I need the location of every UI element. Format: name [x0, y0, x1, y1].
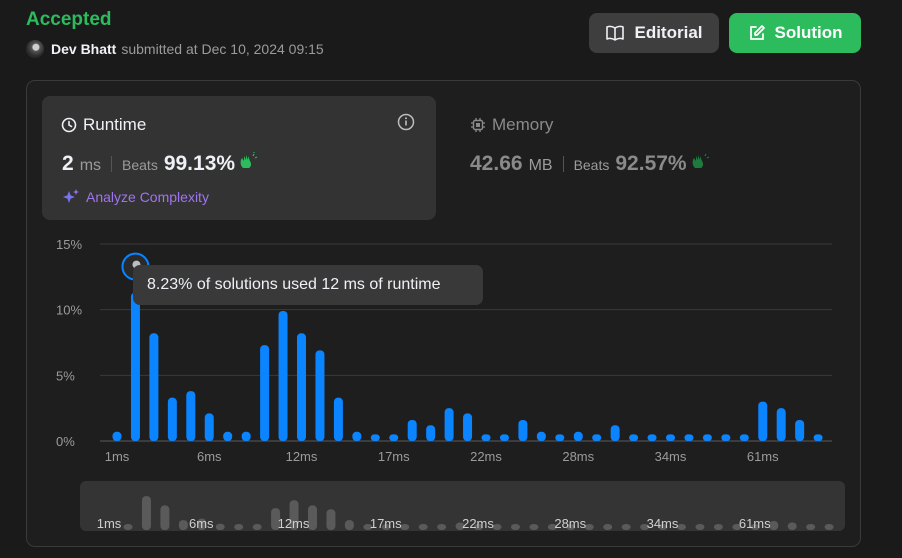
overview-tick-label: 6ms	[189, 516, 214, 531]
overview-bar	[474, 523, 484, 530]
overview-bar	[381, 524, 391, 530]
overview-bar	[141, 496, 151, 530]
memory-title[interactable]: Memory	[470, 115, 553, 135]
clock-icon	[61, 117, 77, 133]
runtime-beats-label: Beats	[122, 157, 158, 173]
chart-overview-scrollbar[interactable]: 1ms 6ms 12ms 17ms 22ms 28ms 34ms 61ms	[80, 481, 845, 531]
overview-bar	[234, 524, 244, 530]
memory-metric: 42.66 MB Beats 92.57%	[470, 152, 710, 176]
overview-tick-label: 22ms	[462, 516, 494, 531]
overview-bar	[529, 524, 539, 530]
book-icon	[606, 25, 625, 41]
overview-bar	[252, 524, 262, 530]
overview-bar	[197, 518, 207, 530]
overview-tick-label: 12ms	[278, 516, 310, 531]
overview-bar	[640, 524, 650, 530]
overview-bar	[806, 524, 816, 530]
edit-icon	[749, 25, 765, 40]
submission-status: Accepted	[26, 9, 112, 30]
memory-beats-percent: 92.57%	[615, 152, 687, 175]
memory-title-label: Memory	[492, 115, 554, 134]
memory-unit: MB	[528, 157, 553, 174]
overview-tick-label: 34ms	[647, 516, 679, 531]
overview-bar	[326, 509, 336, 530]
memory-value: 42.66	[470, 152, 523, 175]
overview-bar	[695, 524, 705, 530]
runtime-title-label: Runtime	[83, 115, 147, 134]
sparkle-icon	[63, 189, 79, 203]
avatar[interactable]	[26, 40, 44, 58]
submitted-time: submitted at Dec 10, 2024 09:15	[121, 41, 324, 57]
overview-bar	[344, 520, 354, 530]
solution-label: Solution	[774, 23, 843, 42]
overview-bar	[178, 520, 188, 530]
clap-icon	[692, 153, 709, 168]
overview-bar	[824, 524, 834, 530]
clap-icon	[240, 152, 258, 168]
overview-bar	[215, 523, 225, 530]
overview-bar	[566, 524, 576, 530]
overview-bar	[750, 524, 760, 530]
runtime-card[interactable]	[42, 96, 436, 220]
divider	[111, 156, 113, 172]
editorial-button[interactable]: Editorial	[589, 13, 719, 53]
overview-bar	[658, 524, 668, 530]
solution-button[interactable]: Solution	[729, 13, 861, 53]
analyze-complexity-label: Analyze Complexity	[86, 189, 209, 205]
overview-bar	[603, 524, 613, 530]
editorial-label: Editorial	[634, 23, 703, 42]
info-icon[interactable]	[397, 113, 415, 131]
overview-bar	[289, 500, 299, 530]
overview-bar	[510, 524, 520, 530]
overview-bar	[677, 524, 686, 530]
runtime-unit: ms	[79, 157, 102, 174]
overview-bar	[713, 524, 723, 530]
overview-bar	[160, 505, 170, 530]
overview-tick-label: 28ms	[554, 516, 586, 531]
analyze-complexity-button[interactable]: Analyze Complexity	[62, 188, 209, 206]
overview-bar	[769, 521, 779, 530]
runtime-beats-percent: 99.13%	[163, 152, 236, 175]
chart-tooltip: 8.23% of solutions used 12 ms of runtime	[133, 265, 483, 305]
overview-tick-label: 1ms	[97, 516, 122, 531]
overview-bar	[621, 524, 631, 530]
overview-bar	[271, 508, 281, 530]
overview-tick-label: 17ms	[370, 516, 402, 531]
runtime-metric: 2 ms Beats 99.13%	[62, 152, 258, 176]
overview-bar	[418, 524, 428, 530]
overview-bar	[308, 505, 317, 530]
runtime-title: Runtime	[61, 115, 146, 135]
overview-bar	[363, 524, 373, 530]
overview-bar	[455, 522, 465, 530]
overview-bar	[787, 522, 797, 530]
memory-beats-label: Beats	[573, 157, 610, 173]
overview-bar	[732, 524, 742, 530]
overview-bar	[492, 524, 502, 530]
memory-chip-icon	[471, 118, 485, 132]
user-name[interactable]: Dev Bhatt	[51, 41, 117, 57]
overview-bar	[123, 524, 133, 530]
submission-info: Dev Bhatt submitted at Dec 10, 2024 09:1…	[26, 40, 324, 58]
overview-bar	[437, 524, 447, 530]
runtime-value: 2	[62, 152, 74, 175]
overview-tick-label: 61ms	[739, 516, 771, 531]
divider	[562, 156, 564, 172]
overview-bar	[584, 524, 594, 530]
overview-bar	[400, 524, 410, 530]
overview-bar	[547, 524, 557, 530]
